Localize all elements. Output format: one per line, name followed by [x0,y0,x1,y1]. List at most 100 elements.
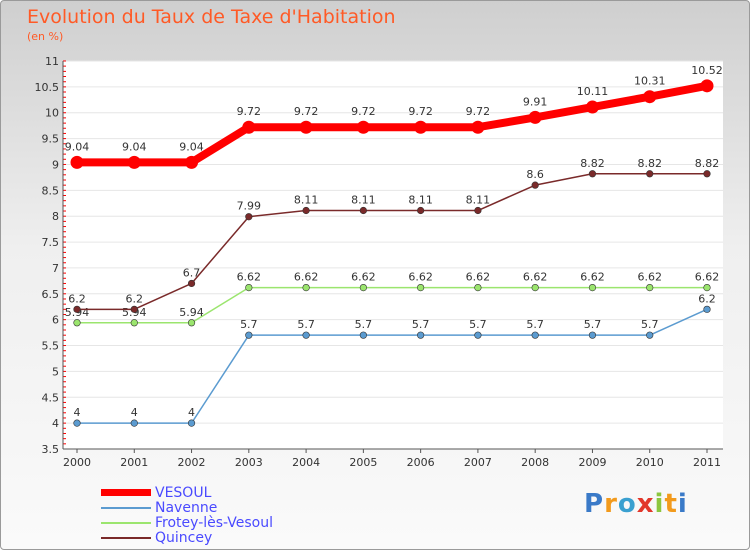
data-point [187,319,196,327]
data-point [588,283,597,292]
plot-area [63,61,723,449]
data-label: 5.7 [412,318,430,331]
data-label: 6.2 [126,292,144,305]
logo-letter: P [584,489,605,519]
data-point [417,206,425,215]
data-point [646,170,654,178]
legend-item-frotey: Frotey-lès-Vesoul [101,515,273,530]
data-point [414,120,428,134]
logo-letter: o [617,489,637,519]
legend-item-navenne: Navenne [101,500,273,515]
logo-letter: i [654,489,665,519]
data-label: 5.7 [355,318,373,331]
data-point [359,206,367,215]
data-label: 8.6 [526,168,544,181]
data-point [245,213,253,221]
data-label: 9.72 [294,105,319,118]
data-point [585,100,599,114]
y-tick-label: 8 [52,210,59,223]
data-point [73,319,81,327]
data-point [531,331,539,339]
data-label: 4 [74,406,81,419]
logo-letter: x [636,489,655,519]
data-label: 9.04 [179,140,204,153]
data-label: 8.11 [294,194,319,207]
data-point [187,419,196,427]
data-point [187,279,196,288]
y-tick-label: 5 [52,365,59,378]
data-point [531,283,539,292]
data-label: 5.94 [179,306,204,319]
legend-swatch-quincey [101,536,151,539]
data-label: 9.72 [351,105,376,118]
y-tick-label: 9 [52,158,59,171]
y-tick-label: 9.5 [42,133,60,146]
x-tick-label: 2010 [636,456,664,469]
chart-subtitle: (en %) [27,30,64,43]
data-point [302,283,310,292]
x-tick-label: 2007 [464,456,492,469]
data-label: 6.62 [294,271,319,284]
data-label: 9.72 [408,105,433,118]
data-label: 5.7 [641,318,659,331]
data-point [245,283,253,292]
data-point [130,319,138,327]
x-tick-label: 2002 [178,456,206,469]
x-tick-label: 2009 [578,456,606,469]
data-point [417,283,425,292]
x-tick-label: 2011 [693,456,721,469]
data-label: 10.31 [634,75,666,88]
data-label: 6.62 [523,271,548,284]
data-label: 5.7 [240,318,258,331]
data-point [245,331,253,339]
x-tick-label: 2000 [63,456,91,469]
data-point [417,331,425,339]
legend-label-navenne: Navenne [155,499,218,516]
series-line-quincey [77,173,707,311]
data-label: 6.2 [68,292,86,305]
data-label: 6.62 [637,271,662,284]
legend-label-quincey: Quincey [155,529,213,546]
proxiti-logo: Proxiti [584,489,688,519]
data-point [471,120,485,134]
legend-swatch-vesoul [101,489,151,496]
data-point [185,155,199,169]
data-point [703,283,711,292]
data-point [359,283,367,292]
y-tick-label: 4 [52,417,59,430]
y-tick-label: 10 [45,107,59,120]
legend-swatch-navenne [101,506,151,509]
data-point [588,170,597,178]
data-point [643,90,657,104]
data-label: 5.7 [584,318,602,331]
data-point [703,305,711,313]
x-tick-label: 2004 [292,456,320,469]
data-point [359,331,367,339]
data-point [700,79,714,93]
data-label: 5.7 [526,318,544,331]
data-label: 6.62 [466,271,491,284]
series-line-vesoul [77,81,708,167]
data-point [474,206,482,215]
data-label: 5.7 [469,318,487,331]
legend-label-vesoul: VESOUL [155,484,212,501]
data-label: 8.82 [580,157,605,170]
data-point [302,331,310,339]
data-point [474,331,482,339]
data-point [474,283,482,292]
data-label: 9.72 [466,105,491,118]
data-label: 7.99 [237,200,262,213]
y-tick-label: 7.5 [42,236,60,249]
y-tick-label: 4.5 [42,391,60,404]
x-tick-label: 2006 [407,456,435,469]
data-label: 8.11 [351,194,376,207]
chart-title: Evolution du Taux de Taxe d'Habitation [27,6,396,28]
data-label: 4 [188,406,195,419]
data-point [531,181,539,189]
data-label: 6.62 [408,271,433,284]
data-label: 8.82 [637,157,662,170]
legend-item-vesoul: VESOUL [101,485,273,500]
data-point [299,120,313,134]
data-point [73,305,81,313]
